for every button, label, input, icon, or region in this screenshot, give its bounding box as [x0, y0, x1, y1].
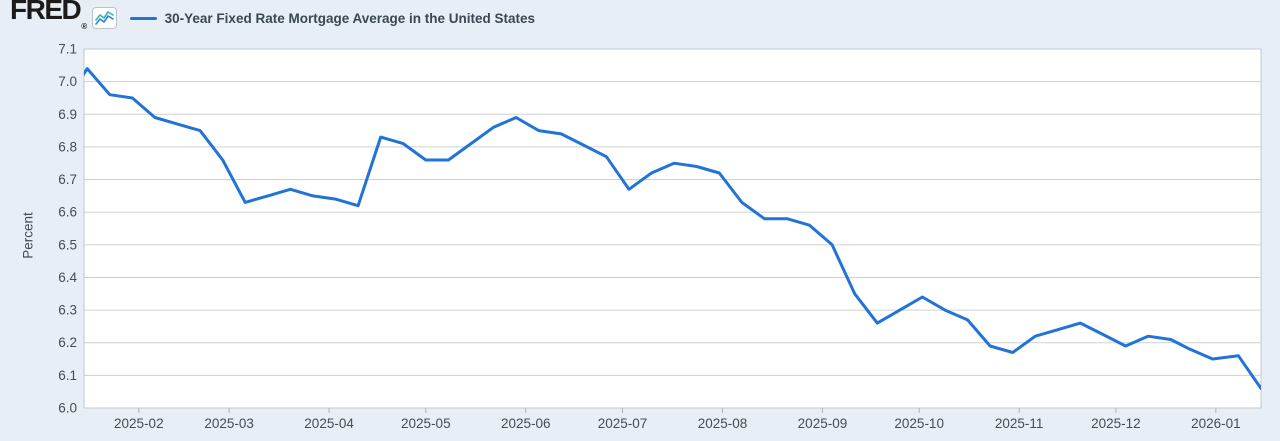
x-tick-label: 2025-12 — [1091, 416, 1141, 431]
y-tick-label: 6.3 — [58, 303, 77, 318]
mortgage-rate-line[interactable] — [65, 67, 1261, 390]
header: FRED ® 30-Year Fixed Rate Mortgage Avera… — [0, 0, 1280, 36]
x-tick-label: 2025-04 — [304, 416, 354, 431]
x-tick-label: 2025-02 — [114, 416, 164, 431]
y-tick-label: 6.7 — [58, 172, 77, 187]
y-tick-label: 6.1 — [58, 368, 77, 383]
y-tick-label: 6.4 — [58, 270, 77, 285]
x-tick-label: 2025-11 — [995, 416, 1044, 431]
x-tick-label: 2025-10 — [894, 416, 944, 431]
y-tick-label: 6.2 — [58, 335, 77, 350]
plot-area — [84, 49, 1261, 408]
y-tick-label: 6.6 — [58, 205, 77, 220]
y-tick-label: 6.0 — [58, 401, 77, 416]
x-tick-label: 2025-05 — [401, 416, 451, 431]
y-tick-label: 7.1 — [58, 42, 77, 57]
x-tick-label: 2025-03 — [204, 416, 254, 431]
x-tick-label: 2025-07 — [598, 416, 648, 431]
series-legend-swatch — [129, 16, 157, 20]
x-tick-label: 2025-09 — [798, 416, 848, 431]
y-tick-label: 6.5 — [58, 237, 77, 252]
y-tick-label: 7.0 — [58, 74, 77, 89]
fred-logo-text: FRED — [10, 0, 82, 25]
fred-logo[interactable]: FRED ® — [10, 0, 87, 41]
fred-sparkline-icon[interactable] — [91, 7, 117, 29]
sparkline-glyph — [94, 11, 114, 25]
y-tick-label: 6.9 — [58, 107, 77, 122]
registered-mark: ® — [81, 21, 87, 31]
y-tick-label: 6.8 — [58, 139, 77, 154]
x-tick-label: 2025-06 — [501, 416, 551, 431]
x-tick-label: 2025-08 — [698, 416, 748, 431]
x-tick-label: 2026-01 — [1191, 416, 1241, 431]
plot-border — [83, 48, 1262, 409]
series-title[interactable]: 30-Year Fixed Rate Mortgage Average in t… — [164, 10, 536, 26]
